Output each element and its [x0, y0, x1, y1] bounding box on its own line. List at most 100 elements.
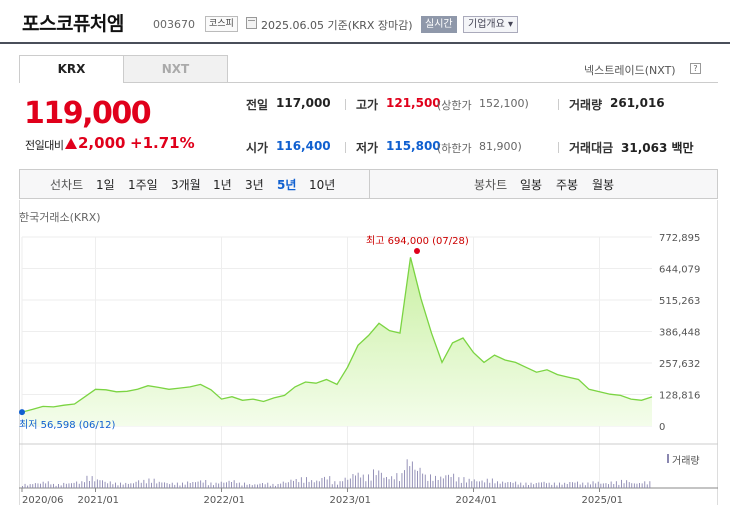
change-percent: +1.71% [130, 134, 195, 152]
volume-bar [176, 482, 178, 488]
volume-bar [587, 482, 589, 488]
volume-bar [233, 480, 235, 488]
separator [558, 142, 559, 153]
volume-bar [463, 477, 465, 488]
volume-bar [210, 482, 212, 488]
volume-bar [360, 477, 362, 488]
amount-value: 31,063 백만 [621, 141, 694, 155]
volume-bar [202, 482, 204, 488]
volume-bar [525, 482, 527, 488]
candle-chart-label: 봉차트 [474, 178, 508, 192]
volume-bar [241, 485, 243, 488]
volume-bar [290, 479, 292, 488]
candle-daily[interactable]: 일봉 [520, 178, 543, 192]
base-date: 2025.06.05 기준(KRX 장마감) [261, 19, 413, 32]
realtime-button[interactable]: 실시간 [421, 16, 457, 33]
period-1y[interactable]: 1년 [213, 178, 232, 192]
volume-label: 거래량 [569, 98, 603, 112]
volume-bar [169, 484, 171, 488]
volume-bar [564, 482, 566, 488]
open-label: 시가 [246, 141, 269, 155]
volume-bar [275, 485, 276, 488]
volume-bar [58, 484, 59, 488]
volume-bar [388, 479, 390, 488]
volume-bar [499, 483, 501, 488]
volume-bar [293, 480, 294, 488]
volume-bar [192, 482, 194, 488]
volume-bar [140, 482, 142, 488]
volume-bar [618, 484, 620, 488]
volume-bar [458, 477, 460, 488]
volume-bar [636, 483, 638, 488]
volume-bar [102, 480, 103, 488]
volume-bar [205, 480, 207, 488]
volume-bar [613, 484, 615, 488]
volume-bar [251, 485, 253, 488]
volume-bar [269, 485, 271, 488]
volume-bar [445, 475, 447, 488]
volume-bar [99, 480, 101, 488]
tab-krx[interactable]: KRX [19, 55, 124, 83]
help-icon[interactable]: ? [690, 63, 701, 74]
period-5y[interactable]: 5년 [277, 178, 297, 192]
volume-bar [349, 478, 351, 488]
volume-bar [566, 484, 568, 488]
volume-bar [435, 475, 436, 488]
volume-bar [298, 482, 300, 488]
company-info-dropdown[interactable]: 기업개요 ▾ [463, 16, 518, 33]
nxt-link[interactable]: 넥스트레이드(NXT) [584, 64, 676, 77]
volume-bar [257, 484, 258, 488]
volume-bar [370, 480, 372, 488]
period-1w[interactable]: 1주일 [128, 178, 158, 192]
volume-bar [272, 483, 274, 488]
volume-bar [127, 483, 129, 488]
volume-bar [404, 470, 405, 488]
volume-bar [378, 470, 380, 488]
volume-bar [450, 477, 452, 488]
volume-bar [259, 483, 261, 488]
volume-bar [608, 484, 609, 488]
max-annotation: 최고 694,000 (07/28) [366, 235, 469, 247]
chart-source: 한국거래소(KRX) [19, 211, 101, 224]
y-tick-label: 0 [659, 422, 665, 433]
volume-bar [592, 481, 594, 488]
volume-bar [326, 479, 328, 488]
volume-bar [344, 477, 346, 488]
volume-bar [42, 481, 44, 488]
candle-monthly[interactable]: 월봉 [592, 178, 615, 192]
volume-bar [89, 481, 90, 488]
y-tick-label: 386,448 [659, 328, 700, 339]
volume-bar [522, 485, 524, 488]
volume-bar [548, 482, 550, 488]
volume-bar [145, 483, 147, 488]
period-3y[interactable]: 3년 [245, 178, 264, 192]
period-1d[interactable]: 1일 [96, 178, 115, 192]
y-tick-label: 515,263 [659, 296, 700, 307]
volume-bar [76, 481, 78, 488]
candle-weekly[interactable]: 주봉 [556, 178, 579, 192]
volume-bar [535, 483, 537, 488]
period-10y[interactable]: 10년 [309, 178, 336, 192]
volume-bar [626, 480, 628, 488]
volume-bar [120, 482, 121, 488]
period-3m[interactable]: 3개월 [171, 178, 201, 192]
volume-bar [207, 485, 209, 488]
volume-bar [316, 480, 318, 488]
volume-bar [553, 482, 555, 488]
volume-bar [342, 481, 344, 488]
x-tick-label: 2021/01 [78, 495, 120, 506]
volume-bar [479, 481, 480, 488]
volume-bar [143, 479, 145, 488]
volume-bar [623, 483, 625, 488]
volume-bar [533, 484, 535, 488]
open-value: 116,400 [276, 139, 331, 153]
tab-nxt[interactable]: NXT [123, 55, 228, 83]
volume-bar [228, 480, 230, 488]
volume-bar [184, 484, 186, 488]
volume-bar [409, 466, 411, 488]
volume-bar [432, 480, 434, 488]
volume-bar [437, 480, 439, 488]
volume-bar [133, 483, 134, 488]
volume-bar [471, 481, 473, 488]
volume-bar [615, 481, 617, 488]
